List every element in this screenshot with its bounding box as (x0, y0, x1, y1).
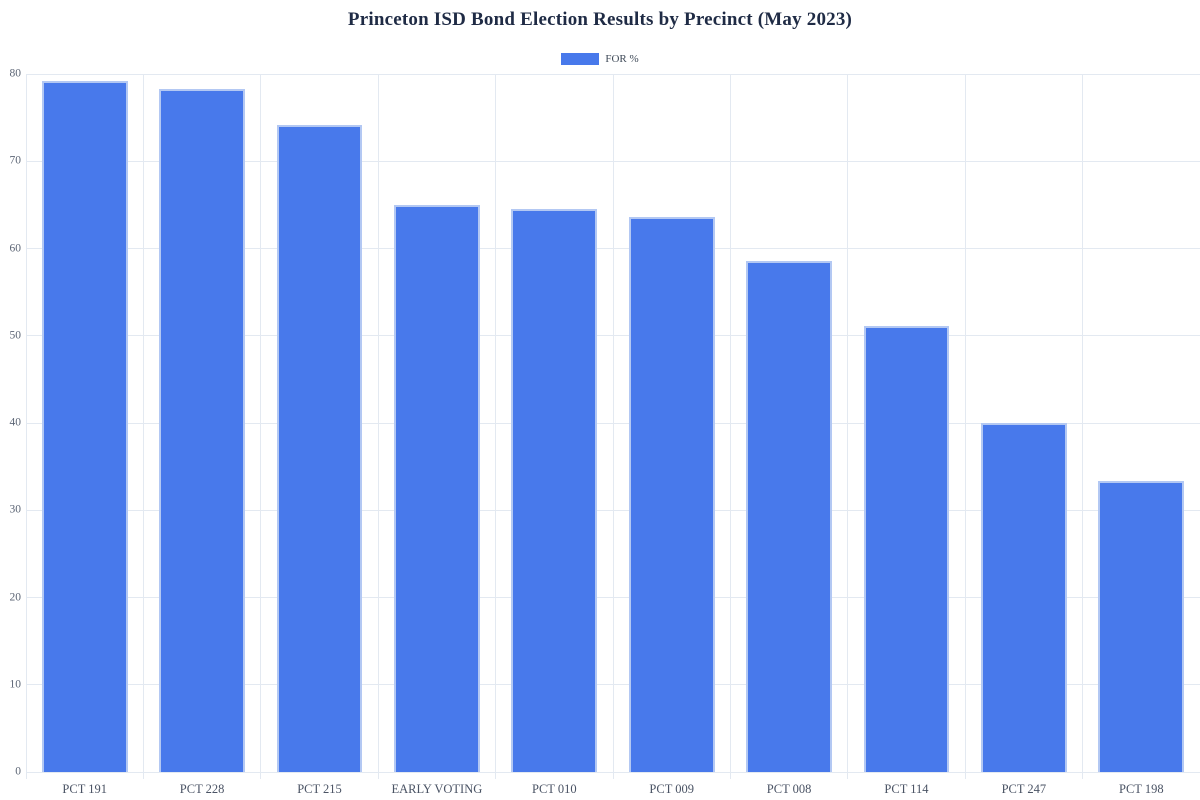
bar-pct-010[interactable] (511, 209, 598, 772)
legend-swatch-icon (561, 53, 600, 65)
vgridline-1 (142, 74, 144, 779)
category-slot: PCT 228 (143, 74, 260, 796)
category-slot: PCT 010 (496, 74, 613, 796)
chart-title: Princeton ISD Bond Election Results by P… (347, 9, 853, 30)
x-tick-label: EARLY VOTING (391, 782, 483, 796)
vgridline-7 (847, 74, 849, 779)
vgridline-3 (377, 74, 379, 779)
category-slot: PCT 215 (261, 74, 378, 796)
y-tick-label-70: 70 (9, 154, 22, 167)
plot-area: PCT 191 PCT 228 PCT 215 EARLY VOTING PCT 010… (25, 73, 1200, 796)
x-tick-label: PCT 215 (297, 782, 342, 796)
y-tick-label-80: 80 (9, 67, 22, 80)
vgridline-2 (260, 74, 262, 779)
legend-label: FOR % (605, 53, 639, 65)
y-tick-label-0: 0 (15, 765, 21, 778)
bar-early-voting[interactable] (394, 204, 480, 772)
x-tick-label: PCT 008 (766, 782, 812, 796)
y-tick-label-10: 10 (9, 678, 22, 690)
x-tick-label: PCT 247 (1001, 782, 1047, 796)
vgridline-8 (964, 74, 966, 779)
y-tick-label-50: 50 (9, 329, 22, 341)
bar-pct-114[interactable] (863, 326, 950, 772)
bar-pct-247[interactable] (981, 423, 1067, 772)
x-tick-label: PCT 114 (884, 782, 929, 796)
x-tick-label: PCT 009 (649, 782, 694, 796)
vgridline-6 (729, 74, 731, 779)
bar-pct-228[interactable] (159, 88, 245, 772)
x-tick-label: PCT 198 (1119, 782, 1164, 796)
y-tick-label-40: 40 (9, 416, 22, 429)
y-tick-label-60: 60 (9, 241, 22, 254)
category-slot: EARLY VOTING (378, 74, 495, 796)
category-slot: PCT 247 (965, 74, 1082, 796)
legend-item-for[interactable]: FOR % (561, 53, 639, 65)
y-tick-label-20: 20 (9, 590, 22, 603)
y-tick-label-30: 30 (9, 503, 22, 516)
y-axis-labels: 0 10 20 30 40 50 60 70 80 (0, 68, 22, 777)
vgridline-0 (25, 74, 27, 779)
bar-pct-008[interactable] (746, 260, 832, 772)
bar-pct-215[interactable] (276, 124, 363, 772)
chart-legend: FOR % (0, 53, 1200, 65)
vgridline-5 (612, 74, 614, 779)
bar-pct-009[interactable] (628, 217, 715, 772)
x-tick-label: PCT 228 (179, 782, 225, 796)
category-slot: PCT 114 (848, 74, 965, 796)
vgridline-4 (495, 74, 497, 779)
bar-pct-191[interactable] (41, 80, 128, 772)
vgridline-9 (1082, 74, 1084, 779)
x-tick-label: PCT 191 (62, 782, 107, 796)
category-slot: PCT 008 (730, 74, 847, 796)
x-tick-label: PCT 010 (532, 782, 577, 796)
category-slot: PCT 191 (26, 74, 143, 796)
bar-pct-198[interactable] (1098, 481, 1185, 772)
category-slot: PCT 198 (1083, 74, 1200, 796)
category-slot: PCT 009 (613, 74, 730, 796)
